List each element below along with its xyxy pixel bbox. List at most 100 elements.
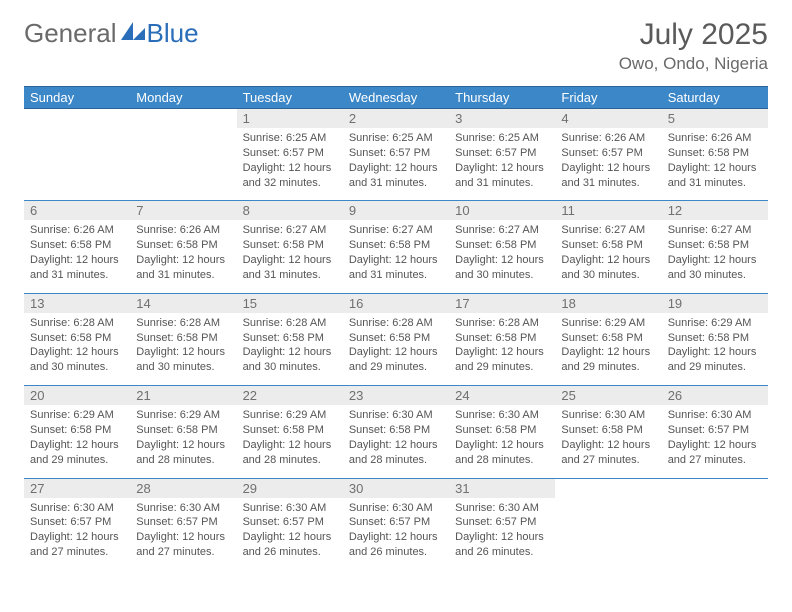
- day-number: 24: [449, 386, 555, 405]
- calendar-cell: 8Sunrise: 6:27 AMSunset: 6:58 PMDaylight…: [237, 201, 343, 293]
- calendar-head: SundayMondayTuesdayWednesdayThursdayFrid…: [24, 87, 768, 109]
- day-details: Sunrise: 6:27 AMSunset: 6:58 PMDaylight:…: [343, 220, 449, 292]
- day-details: Sunrise: 6:30 AMSunset: 6:57 PMDaylight:…: [130, 498, 236, 570]
- day-number: 4: [555, 109, 661, 128]
- weekday-header: Thursday: [449, 87, 555, 109]
- day-number: 21: [130, 386, 236, 405]
- calendar-cell: 6Sunrise: 6:26 AMSunset: 6:58 PMDaylight…: [24, 201, 130, 293]
- day-number: 22: [237, 386, 343, 405]
- calendar-cell: 29Sunrise: 6:30 AMSunset: 6:57 PMDayligh…: [237, 478, 343, 570]
- calendar-cell: 19Sunrise: 6:29 AMSunset: 6:58 PMDayligh…: [662, 293, 768, 385]
- day-number: 12: [662, 201, 768, 220]
- day-details: Sunrise: 6:28 AMSunset: 6:58 PMDaylight:…: [237, 313, 343, 385]
- calendar: SundayMondayTuesdayWednesdayThursdayFrid…: [24, 86, 768, 570]
- day-details: Sunrise: 6:29 AMSunset: 6:58 PMDaylight:…: [24, 405, 130, 477]
- calendar-cell: 25Sunrise: 6:30 AMSunset: 6:58 PMDayligh…: [555, 386, 661, 478]
- weekday-header: Wednesday: [343, 87, 449, 109]
- weekday-header: Saturday: [662, 87, 768, 109]
- day-details: Sunrise: 6:28 AMSunset: 6:58 PMDaylight:…: [343, 313, 449, 385]
- calendar-cell: 27Sunrise: 6:30 AMSunset: 6:57 PMDayligh…: [24, 478, 130, 570]
- calendar-cell: 17Sunrise: 6:28 AMSunset: 6:58 PMDayligh…: [449, 293, 555, 385]
- calendar-cell: 22Sunrise: 6:29 AMSunset: 6:58 PMDayligh…: [237, 386, 343, 478]
- day-details: Sunrise: 6:26 AMSunset: 6:58 PMDaylight:…: [662, 128, 768, 200]
- calendar-cell: [24, 109, 130, 201]
- day-number: 17: [449, 294, 555, 313]
- calendar-cell: 24Sunrise: 6:30 AMSunset: 6:58 PMDayligh…: [449, 386, 555, 478]
- day-number: 10: [449, 201, 555, 220]
- title-block: July 2025 Owo, Ondo, Nigeria: [619, 18, 768, 74]
- calendar-cell: 2Sunrise: 6:25 AMSunset: 6:57 PMDaylight…: [343, 109, 449, 201]
- day-number: 23: [343, 386, 449, 405]
- day-number: 31: [449, 479, 555, 498]
- day-details: Sunrise: 6:25 AMSunset: 6:57 PMDaylight:…: [449, 128, 555, 200]
- day-details: Sunrise: 6:27 AMSunset: 6:58 PMDaylight:…: [555, 220, 661, 292]
- day-number: 29: [237, 479, 343, 498]
- day-number: 5: [662, 109, 768, 128]
- day-details: Sunrise: 6:26 AMSunset: 6:58 PMDaylight:…: [130, 220, 236, 292]
- day-details: Sunrise: 6:27 AMSunset: 6:58 PMDaylight:…: [449, 220, 555, 292]
- calendar-cell: [662, 478, 768, 570]
- month-title: July 2025: [619, 18, 768, 52]
- logo: General Blue: [24, 18, 199, 49]
- logo-text-1: General: [24, 18, 117, 49]
- day-details: Sunrise: 6:27 AMSunset: 6:58 PMDaylight:…: [237, 220, 343, 292]
- day-number: 7: [130, 201, 236, 220]
- day-number: 9: [343, 201, 449, 220]
- day-number: 19: [662, 294, 768, 313]
- calendar-cell: 4Sunrise: 6:26 AMSunset: 6:57 PMDaylight…: [555, 109, 661, 201]
- calendar-cell: 16Sunrise: 6:28 AMSunset: 6:58 PMDayligh…: [343, 293, 449, 385]
- calendar-cell: 15Sunrise: 6:28 AMSunset: 6:58 PMDayligh…: [237, 293, 343, 385]
- day-number: 3: [449, 109, 555, 128]
- logo-text-2: Blue: [147, 18, 199, 49]
- day-number: 15: [237, 294, 343, 313]
- day-details: Sunrise: 6:30 AMSunset: 6:57 PMDaylight:…: [449, 498, 555, 570]
- day-number: 28: [130, 479, 236, 498]
- calendar-cell: 11Sunrise: 6:27 AMSunset: 6:58 PMDayligh…: [555, 201, 661, 293]
- day-number: 1: [237, 109, 343, 128]
- day-number: 30: [343, 479, 449, 498]
- calendar-cell: 7Sunrise: 6:26 AMSunset: 6:58 PMDaylight…: [130, 201, 236, 293]
- day-number: 26: [662, 386, 768, 405]
- day-details: Sunrise: 6:30 AMSunset: 6:58 PMDaylight:…: [343, 405, 449, 477]
- day-details: Sunrise: 6:26 AMSunset: 6:58 PMDaylight:…: [24, 220, 130, 292]
- calendar-cell: 9Sunrise: 6:27 AMSunset: 6:58 PMDaylight…: [343, 201, 449, 293]
- day-details: Sunrise: 6:29 AMSunset: 6:58 PMDaylight:…: [130, 405, 236, 477]
- calendar-cell: 3Sunrise: 6:25 AMSunset: 6:57 PMDaylight…: [449, 109, 555, 201]
- day-number: 2: [343, 109, 449, 128]
- day-number: 11: [555, 201, 661, 220]
- day-details: Sunrise: 6:30 AMSunset: 6:57 PMDaylight:…: [662, 405, 768, 477]
- day-details: Sunrise: 6:29 AMSunset: 6:58 PMDaylight:…: [555, 313, 661, 385]
- day-details: Sunrise: 6:26 AMSunset: 6:57 PMDaylight:…: [555, 128, 661, 200]
- calendar-cell: 31Sunrise: 6:30 AMSunset: 6:57 PMDayligh…: [449, 478, 555, 570]
- day-number: 8: [237, 201, 343, 220]
- header: General Blue July 2025 Owo, Ondo, Nigeri…: [24, 18, 768, 74]
- calendar-cell: 20Sunrise: 6:29 AMSunset: 6:58 PMDayligh…: [24, 386, 130, 478]
- calendar-cell: 21Sunrise: 6:29 AMSunset: 6:58 PMDayligh…: [130, 386, 236, 478]
- day-number: 18: [555, 294, 661, 313]
- day-details: Sunrise: 6:29 AMSunset: 6:58 PMDaylight:…: [237, 405, 343, 477]
- day-details: Sunrise: 6:25 AMSunset: 6:57 PMDaylight:…: [343, 128, 449, 200]
- location: Owo, Ondo, Nigeria: [619, 54, 768, 74]
- calendar-cell: 26Sunrise: 6:30 AMSunset: 6:57 PMDayligh…: [662, 386, 768, 478]
- day-number: 16: [343, 294, 449, 313]
- day-details: Sunrise: 6:30 AMSunset: 6:57 PMDaylight:…: [24, 498, 130, 570]
- weekday-header: Tuesday: [237, 87, 343, 109]
- day-details: Sunrise: 6:25 AMSunset: 6:57 PMDaylight:…: [237, 128, 343, 200]
- weekday-header: Friday: [555, 87, 661, 109]
- day-number: 6: [24, 201, 130, 220]
- calendar-cell: 14Sunrise: 6:28 AMSunset: 6:58 PMDayligh…: [130, 293, 236, 385]
- day-details: Sunrise: 6:29 AMSunset: 6:58 PMDaylight:…: [662, 313, 768, 385]
- day-number: 13: [24, 294, 130, 313]
- day-number: 25: [555, 386, 661, 405]
- day-details: Sunrise: 6:30 AMSunset: 6:58 PMDaylight:…: [449, 405, 555, 477]
- calendar-cell: 12Sunrise: 6:27 AMSunset: 6:58 PMDayligh…: [662, 201, 768, 293]
- day-details: Sunrise: 6:27 AMSunset: 6:58 PMDaylight:…: [662, 220, 768, 292]
- weekday-header: Monday: [130, 87, 236, 109]
- day-details: Sunrise: 6:30 AMSunset: 6:57 PMDaylight:…: [343, 498, 449, 570]
- day-details: Sunrise: 6:30 AMSunset: 6:57 PMDaylight:…: [237, 498, 343, 570]
- calendar-cell: [130, 109, 236, 201]
- calendar-cell: 28Sunrise: 6:30 AMSunset: 6:57 PMDayligh…: [130, 478, 236, 570]
- calendar-cell: 10Sunrise: 6:27 AMSunset: 6:58 PMDayligh…: [449, 201, 555, 293]
- calendar-body: 1Sunrise: 6:25 AMSunset: 6:57 PMDaylight…: [24, 109, 768, 570]
- day-details: Sunrise: 6:28 AMSunset: 6:58 PMDaylight:…: [24, 313, 130, 385]
